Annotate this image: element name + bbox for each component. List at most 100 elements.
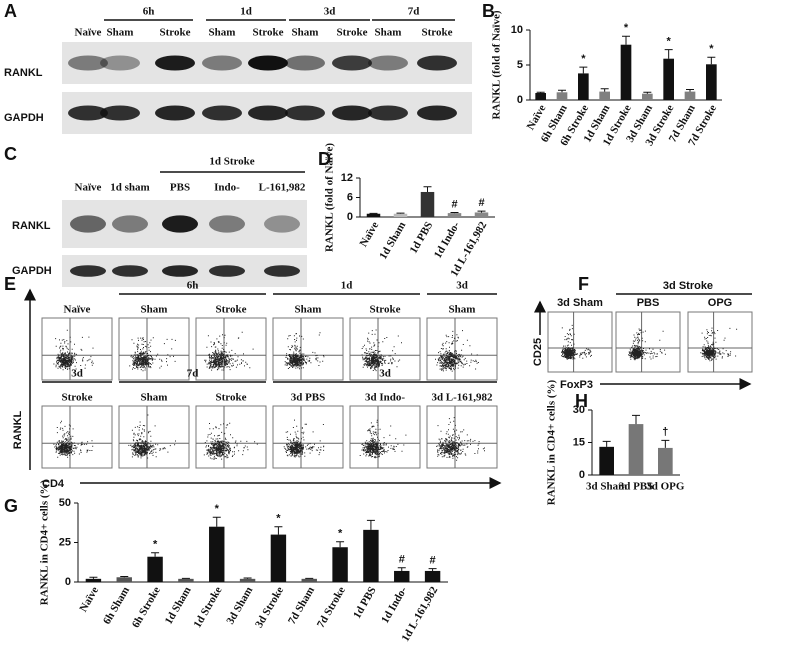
events [53, 420, 94, 458]
events [129, 337, 176, 372]
x-tick-label: 3d OPG [646, 481, 685, 493]
band [202, 55, 242, 71]
annotation: * [338, 528, 343, 540]
band [70, 215, 106, 233]
band [155, 105, 195, 121]
panel-letter: F [578, 274, 589, 294]
lane-label: PBS [170, 182, 190, 194]
band [285, 105, 325, 121]
error-bar [643, 91, 652, 94]
flow-plot [272, 317, 344, 381]
y-axis-title: RANKL (fold of Naïve) [324, 143, 336, 252]
group-label: 1d [341, 280, 353, 292]
row-label: RANKL [4, 67, 43, 79]
bar [363, 529, 379, 582]
error-bar [536, 91, 545, 93]
bar [116, 577, 132, 582]
band [417, 55, 457, 71]
x-tick-label: 3d PBS [619, 481, 654, 493]
group-label: 3d Stroke [663, 280, 713, 292]
band [332, 55, 372, 71]
annotation: * [624, 22, 629, 34]
flow-plot [118, 405, 190, 469]
error-bar [396, 212, 405, 214]
bar [332, 547, 348, 582]
error-bar [450, 211, 459, 214]
flow-plot [41, 317, 113, 381]
plot-label: Stroke [216, 392, 247, 404]
band [332, 105, 372, 121]
band [417, 105, 457, 121]
y-axis-title: RANKL (fold of Naïve) [491, 10, 503, 119]
annotation: * [581, 53, 586, 65]
band [368, 105, 408, 121]
bar [270, 534, 287, 582]
bar [178, 578, 194, 582]
error-bar [632, 414, 640, 425]
error-bar [664, 49, 673, 59]
x-tick-label: 6h Stroke [130, 585, 163, 630]
panel-letter: B [482, 1, 495, 21]
annotation: * [709, 43, 714, 55]
group-label: 6h [187, 280, 199, 292]
y-tick-label: 10 [511, 24, 523, 36]
annotation: * [153, 539, 158, 551]
row-label: RANKL [12, 220, 51, 232]
group-label: 3d [71, 368, 83, 380]
bar [394, 570, 410, 582]
band [209, 265, 245, 277]
bar [393, 213, 408, 217]
plot-label: Naïve [64, 304, 91, 316]
panel-letter: C [4, 144, 17, 164]
bar [599, 446, 614, 475]
annotation: * [215, 503, 220, 515]
flow-plot [349, 317, 421, 381]
error-bar [212, 516, 221, 527]
bar [599, 91, 610, 100]
plot-label: OPG [708, 297, 732, 309]
events [561, 324, 592, 360]
events [53, 329, 94, 371]
band [202, 105, 242, 121]
band [264, 215, 300, 233]
plot-label: 3d PBS [291, 392, 326, 404]
x-tick-label: 6h Sham [101, 585, 132, 627]
lane-label: Stroke [337, 27, 368, 39]
group-label: 7d [408, 6, 420, 18]
error-bar [600, 88, 609, 92]
events [204, 331, 254, 371]
flow-plot [195, 405, 267, 469]
x-tick-label: 3d Sham [586, 481, 627, 493]
band [100, 105, 140, 121]
x-tick-label: Naïve [357, 220, 381, 249]
bar [85, 578, 102, 582]
lane-label: Stroke [422, 27, 453, 39]
error-bar [622, 35, 630, 45]
band [68, 105, 108, 121]
axis-title: RANKL [12, 410, 24, 449]
plot-label: Stroke [62, 392, 93, 404]
error-bar [274, 526, 283, 535]
flow-plot [349, 405, 421, 469]
events [284, 332, 325, 370]
y-axis-title: RANKL in CD4+ cells (%) [546, 379, 558, 505]
lane-label: L-161,982 [259, 182, 306, 194]
error-bar [477, 210, 486, 213]
bar [628, 424, 644, 475]
error-bar [366, 519, 375, 530]
error-bar [602, 440, 611, 447]
events [361, 329, 402, 372]
bar [147, 556, 163, 582]
lane-label: Naïve [75, 182, 102, 194]
annotation: # [399, 554, 405, 566]
band [248, 105, 288, 121]
bar [556, 92, 568, 100]
annotation: # [430, 554, 436, 566]
lane-label: Indo- [214, 182, 240, 194]
plot-label: PBS [637, 297, 660, 309]
bar [420, 191, 435, 217]
y-tick-label: 6 [347, 191, 353, 203]
x-tick-label: 1d Indo- [379, 584, 410, 625]
y-tick-label: 0 [347, 211, 353, 223]
annotation: * [667, 36, 672, 48]
